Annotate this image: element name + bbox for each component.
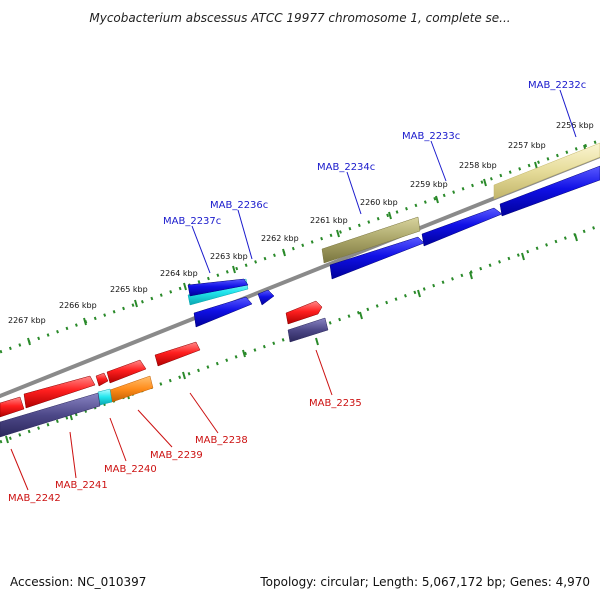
gene-arrow-mab-2235[interactable] xyxy=(285,300,323,325)
gene-label-mab-2238[interactable]: MAB_2238 xyxy=(195,435,248,446)
gene-label-mab-2232c[interactable]: MAB_2232c xyxy=(528,80,586,91)
gene-arrow-mab-2236c[interactable] xyxy=(257,289,275,306)
gene-label-mab-2240[interactable]: MAB_2240 xyxy=(104,464,157,475)
ruler-label: 2264 kbp xyxy=(160,269,198,278)
feature-box-khaki[interactable] xyxy=(493,142,600,200)
gene-label-mab-2239[interactable]: MAB_2239 xyxy=(150,450,203,461)
feature-box-cyan-lower[interactable] xyxy=(97,388,113,406)
gene-arrow-mab-2234c[interactable] xyxy=(329,236,425,280)
ruler-label: 2256 kbp xyxy=(556,121,594,130)
ruler-label: 2257 kbp xyxy=(508,141,546,150)
gene-label-mab-2236c[interactable]: MAB_2236c xyxy=(210,200,268,211)
ruler-labels: 2256 kbp 2257 kbp 2258 kbp 2259 kbp 2260… xyxy=(8,121,594,325)
gene-arrow-mab-2237c-top[interactable] xyxy=(187,278,249,297)
feature-box-slate[interactable] xyxy=(287,317,329,343)
gene-label-mab-2234c[interactable]: MAB_2234c xyxy=(317,162,375,173)
feature-box-slate-lower[interactable] xyxy=(0,392,101,438)
feature-box-olive[interactable] xyxy=(321,216,421,264)
gene-label-mab-2233c[interactable]: MAB_2233c xyxy=(402,131,460,142)
accession-text: Accession: NC_010397 xyxy=(10,575,146,589)
inner-ruler-ticks xyxy=(5,233,578,444)
ruler-label: 2259 kbp xyxy=(410,180,448,189)
ruler-label: 2261 kbp xyxy=(310,216,348,225)
ruler-label: 2262 kbp xyxy=(261,234,299,243)
inner-ruler-line xyxy=(0,224,600,444)
genome-summary-text: Topology: circular; Length: 5,067,172 bp… xyxy=(259,575,590,589)
gene-label-mab-2242[interactable]: MAB_2242 xyxy=(8,493,61,504)
ruler-label: 2265 kbp xyxy=(110,285,148,294)
map-title: Mycobacterium abscessus ATCC 19977 chrom… xyxy=(89,11,510,25)
gene-label-mab-2235[interactable]: MAB_2235 xyxy=(309,398,362,409)
gene-label-mab-2241[interactable]: MAB_2241 xyxy=(55,480,108,491)
ruler-label: 2260 kbp xyxy=(360,198,398,207)
gene-arrow-mab-2232c[interactable] xyxy=(499,165,600,217)
gene-arrow-mab-2242[interactable] xyxy=(0,396,25,418)
gene-arrow-mab-2240[interactable] xyxy=(95,372,109,387)
gene-arrow-mab-2239[interactable] xyxy=(106,359,147,384)
outer-ruler-ticks xyxy=(27,144,587,346)
gene-arrow-mab-2237c[interactable] xyxy=(193,296,253,328)
gene-arrow-mab-2241[interactable] xyxy=(23,375,96,409)
gene-arrow-mab-2233c[interactable] xyxy=(421,207,503,247)
ruler-label: 2267 kbp xyxy=(8,316,46,325)
ruler-label: 2266 kbp xyxy=(59,301,97,310)
label-leaders xyxy=(10,89,577,491)
gene-label-mab-2237c[interactable]: MAB_2237c xyxy=(163,216,221,227)
ruler-label: 2263 kbp xyxy=(210,252,248,261)
gene-arrow-mab-2238[interactable] xyxy=(154,341,201,367)
ruler-label: 2258 kbp xyxy=(459,161,497,170)
